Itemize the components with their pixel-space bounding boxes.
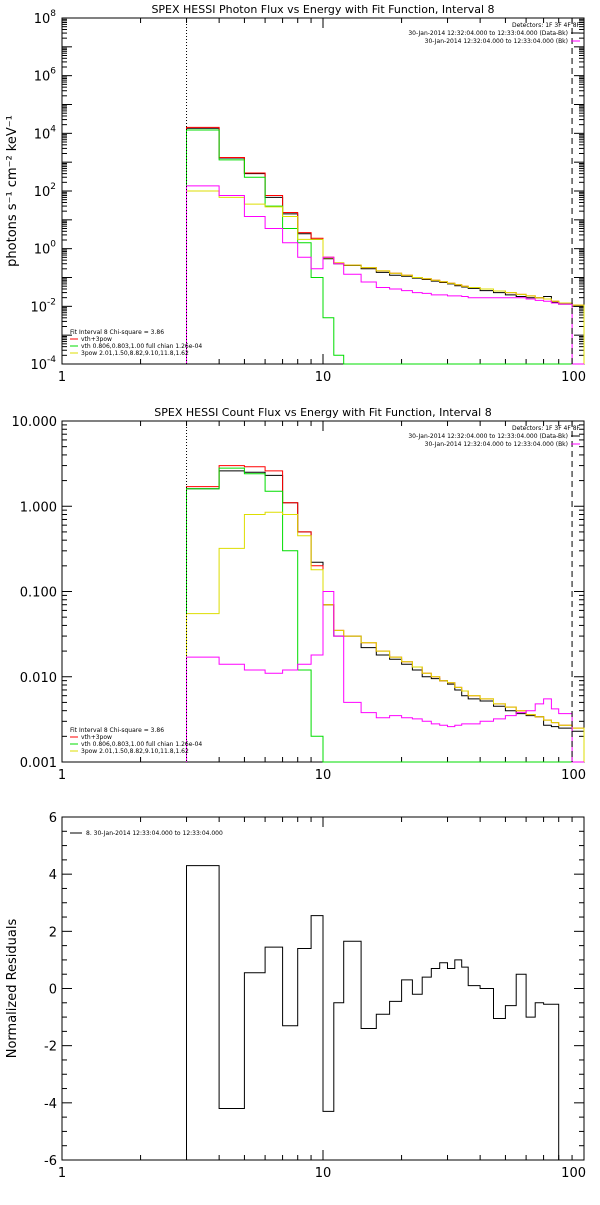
legend-entry: vth 0.806,0.803,1.00 full chian 1.26e-04 bbox=[81, 343, 202, 350]
y-tick-base: 10 bbox=[30, 300, 47, 315]
data-interval-label: 30-Jan-2014 12:32:04.000 to 12:33:04.000… bbox=[408, 30, 568, 37]
y-axis-label: photons s⁻¹ cm⁻² keV⁻¹ bbox=[5, 115, 20, 267]
y-axis: -6 -4 -2 0 2 4 6 bbox=[44, 811, 584, 1169]
y-tick-label: 0.010 bbox=[20, 671, 57, 686]
y-axis: 0.001 0.010 0.100 1.000 10.000 bbox=[12, 415, 584, 771]
y-tick-base: 10 bbox=[30, 358, 47, 373]
legend-entry: 3pow 2.01,1.50,8.82,9.10,11.8,1.62 bbox=[81, 748, 189, 755]
chart-count: SPEX HESSI Count Flux vs Energy with Fit… bbox=[12, 406, 587, 783]
x-tick-label: 100 bbox=[561, 370, 586, 385]
y-tick-exponent: -2 bbox=[47, 297, 56, 307]
series-group bbox=[186, 126, 585, 365]
series-powerlaw bbox=[186, 190, 585, 364]
x-tick-label: 10 bbox=[315, 1166, 332, 1181]
series-background bbox=[186, 591, 584, 763]
legend: Fit Interval 8 Chi-square = 3.86vth+3pow… bbox=[70, 329, 202, 357]
y-tick-label: -6 bbox=[44, 1154, 57, 1169]
legend-entry: vth+3pow bbox=[81, 336, 112, 343]
y-tick-label: 0.100 bbox=[20, 586, 57, 601]
y-tick-exponent: 4 bbox=[50, 124, 56, 134]
background-interval-label: 30-Jan-2014 12:32:04.000 to 12:33:04.000… bbox=[425, 38, 568, 45]
x-tick-label: 1 bbox=[58, 1166, 66, 1181]
legend-entry: 3pow 2.01,1.50,8.82,9.10,11.8,1.62 bbox=[81, 350, 189, 357]
y-tick-label: 10.000 bbox=[12, 415, 58, 430]
y-tick-exponent: 2 bbox=[50, 182, 56, 192]
chart-title: SPEX HESSI Photon Flux vs Energy with Fi… bbox=[151, 3, 494, 16]
y-tick-exponent: 8 bbox=[50, 9, 56, 19]
y-tick-label: -4 bbox=[44, 1097, 57, 1112]
y-tick-label: 100 bbox=[34, 240, 57, 258]
x-tick-label: 1 bbox=[58, 370, 66, 385]
y-tick-base: 10 bbox=[34, 243, 51, 258]
y-tick-base: 10 bbox=[34, 185, 51, 200]
y-tick-label: 102 bbox=[34, 182, 56, 200]
y-tick-label: 108 bbox=[34, 9, 57, 27]
series-thermal bbox=[186, 467, 584, 763]
chart-photon: SPEX HESSI Photon Flux vs Energy with Fi… bbox=[5, 3, 586, 385]
series-group bbox=[186, 865, 573, 1161]
y-tick-label: 4 bbox=[49, 868, 57, 883]
y-tick-label: 106 bbox=[34, 67, 57, 85]
data-interval-label: 30-Jan-2014 12:32:04.000 to 12:33:04.000… bbox=[408, 433, 568, 440]
legend-title: Fit Interval 8 Chi-square = 3.86 bbox=[70, 329, 164, 336]
y-tick-label: 10-4 bbox=[30, 355, 56, 373]
y-tick-label: 2 bbox=[49, 925, 57, 940]
legend: Fit Interval 8 Chi-square = 3.86vth+3pow… bbox=[70, 727, 202, 755]
chart-residuals: 1 10 100 -6 -4 -2 0 2 4 6 Normalized Residuals 8. 3… bbox=[5, 811, 586, 1181]
detectors-label: Detectors: 1F 3F 4F 8F bbox=[512, 425, 581, 432]
x-tick-label: 1 bbox=[58, 768, 66, 783]
x-tick-label: 100 bbox=[561, 768, 586, 783]
legend-entry: 8. 30-Jan-2014 12:33:04.000 to 12:33:04.… bbox=[86, 830, 223, 837]
y-tick-base: 10 bbox=[34, 127, 51, 142]
chart-title: SPEX HESSI Count Flux vs Energy with Fit… bbox=[154, 406, 491, 419]
legend-title: Fit Interval 8 Chi-square = 3.86 bbox=[70, 727, 164, 734]
x-tick-label: 100 bbox=[561, 1166, 586, 1181]
y-tick-label: 1.000 bbox=[20, 500, 57, 515]
legend-entry: vth 0.806,0.803,1.00 full chian 1.26e-04 bbox=[81, 741, 202, 748]
x-axis: 1 10 100 bbox=[58, 817, 586, 1181]
legend-entry: vth+3pow bbox=[81, 734, 112, 741]
y-tick-exponent: -4 bbox=[47, 355, 56, 365]
y-tick-label: 0 bbox=[49, 983, 57, 998]
x-tick-label: 10 bbox=[315, 370, 332, 385]
y-tick-label: 104 bbox=[34, 124, 57, 142]
series-powerlaw bbox=[186, 511, 585, 762]
legend: 8. 30-Jan-2014 12:33:04.000 to 12:33:04.… bbox=[70, 830, 223, 837]
background-interval-label: 30-Jan-2014 12:32:04.000 to 12:33:04.000… bbox=[425, 441, 568, 448]
detectors-label: Detectors: 1F 3F 4F 8F bbox=[512, 22, 581, 29]
y-tick-label: 0.001 bbox=[20, 756, 57, 771]
y-tick-label: 6 bbox=[49, 811, 57, 826]
y-tick-exponent: 0 bbox=[50, 240, 56, 250]
y-axis-label: Normalized Residuals bbox=[5, 919, 20, 1059]
series-group bbox=[186, 465, 585, 763]
series-background bbox=[186, 185, 584, 365]
y-tick-base: 10 bbox=[34, 12, 51, 27]
y-tick-exponent: 6 bbox=[50, 67, 56, 77]
y-tick-label: 10-2 bbox=[30, 297, 56, 315]
x-tick-label: 10 bbox=[315, 768, 332, 783]
y-tick-base: 10 bbox=[34, 70, 51, 85]
series-residual bbox=[186, 865, 573, 1161]
y-tick-label: -2 bbox=[44, 1040, 57, 1055]
